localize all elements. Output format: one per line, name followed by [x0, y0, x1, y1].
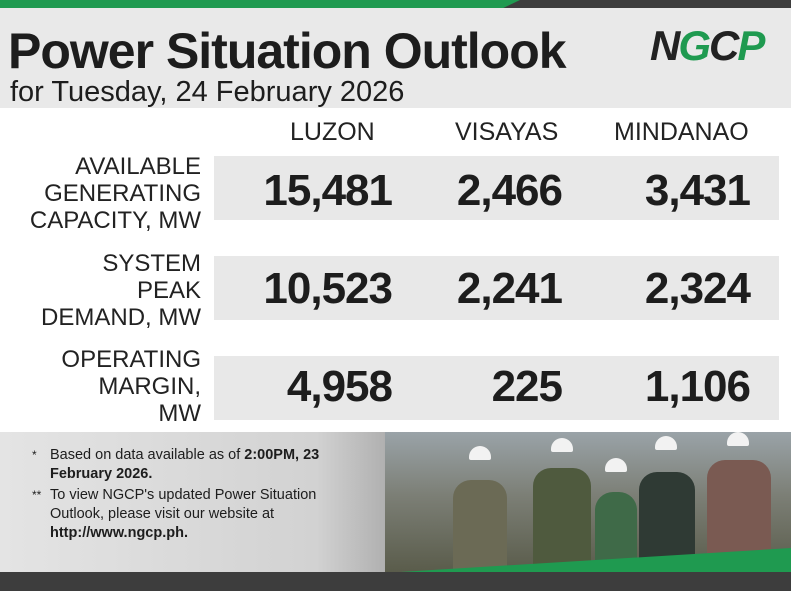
page-subtitle: for Tuesday, 24 February 2026: [10, 76, 405, 108]
hard-hat-icon: [551, 438, 573, 452]
value-visayas-margin: 225: [491, 362, 563, 411]
row-label-capacity: AVAILABLE GENERATING CAPACITY, MW: [30, 153, 201, 234]
row-band-capacity: [214, 156, 779, 220]
footnote-marker: **: [32, 488, 42, 502]
row-label-line: MW: [158, 400, 201, 427]
row-label-line: GENERATING: [44, 180, 201, 207]
ngcp-logo: NGCP: [650, 22, 765, 69]
hard-hat-icon: [655, 436, 677, 450]
value-luzon-margin: 4,958: [286, 362, 393, 411]
footnotes: * Based on data available as of 2:00PM, 2…: [32, 446, 372, 545]
footnote-data-source: * Based on data available as of 2:00PM, 2…: [32, 446, 372, 484]
row-label-line: DEMAND, MW: [41, 304, 201, 331]
website-link[interactable]: http://www.ngcp.ph.: [50, 525, 188, 541]
footnote-marker: *: [32, 448, 37, 462]
header: Power Situation Outlook for Tuesday, 24 …: [0, 8, 791, 108]
row-label-margin: OPERATING MARGIN, MW: [61, 346, 201, 427]
footnote-website: ** To view NGCP's updated Power Situation…: [32, 486, 372, 543]
value-mindanao-margin: 1,106: [644, 362, 751, 411]
value-visayas-capacity: 2,466: [456, 166, 563, 215]
row-label-demand: SYSTEM PEAK DEMAND, MW: [41, 250, 201, 331]
footnote-text: Based on data available as of: [50, 447, 245, 463]
page-title: Power Situation Outlook: [8, 23, 567, 79]
row-label-line: CAPACITY, MW: [29, 207, 201, 234]
hard-hat-icon: [727, 432, 749, 446]
footnote-timestamp: 2:00PM, 23 February 2026.: [50, 447, 320, 482]
row-label-line: AVAILABLE: [75, 153, 201, 180]
value-luzon-demand: 10,523: [263, 264, 393, 313]
row-label-line: MARGIN,: [98, 373, 201, 400]
column-header-mindanao: MINDANAO: [614, 118, 749, 146]
worker-figure: [533, 468, 591, 572]
value-mindanao-capacity: 3,431: [644, 166, 751, 215]
value-mindanao-demand: 2,324: [644, 264, 751, 313]
footnote-text: To view NGCP's updated Power Situation O…: [50, 487, 317, 522]
row-label-line: OPERATING: [61, 346, 201, 373]
hard-hat-icon: [469, 446, 491, 460]
row-label-line: PEAK: [136, 277, 201, 304]
row-label-line: SYSTEM: [102, 250, 201, 277]
column-header-luzon: LUZON: [290, 118, 375, 146]
row-band-demand: [214, 256, 779, 320]
field-workers-photo: [385, 432, 791, 572]
hard-hat-icon: [605, 458, 627, 472]
top-accent-stripe: [0, 0, 520, 10]
bottom-bar: [0, 572, 791, 591]
worker-figure: [453, 480, 507, 572]
column-header-visayas: VISAYAS: [455, 118, 559, 146]
value-luzon-capacity: 15,481: [263, 166, 393, 215]
row-band-margin: [214, 356, 779, 420]
footer-panel: * Based on data available as of 2:00PM, 2…: [0, 432, 791, 572]
value-visayas-demand: 2,241: [456, 264, 563, 313]
